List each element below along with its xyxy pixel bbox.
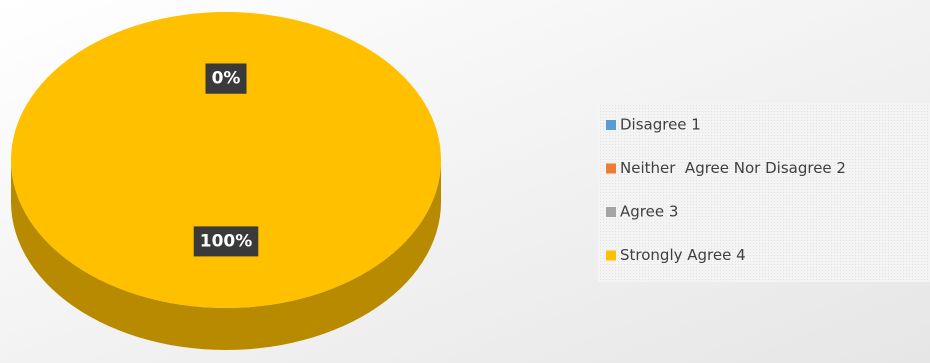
legend-label: Neither Agree Nor Disagree 2 [620, 159, 846, 177]
legend-swatch [606, 163, 616, 174]
legend-swatch [606, 250, 616, 261]
legend-swatch [606, 207, 616, 217]
data-label-text: 100% [200, 231, 253, 251]
pie-side [11, 160, 441, 350]
legend-label: Agree 3 [620, 203, 678, 221]
data-label-box [205, 63, 247, 94]
pie-slice [11, 12, 441, 308]
legend: Disagree 1 Neither Agree Nor Disagree 2 Ag… [606, 116, 846, 264]
data-label: 100% [193, 226, 259, 257]
legend-box [598, 103, 930, 282]
data-label-text: 0% [212, 69, 241, 89]
data-labels: 0%0%0%100% [193, 63, 259, 257]
data-label-box [193, 226, 259, 257]
legend-swatch [606, 120, 616, 130]
legend-label: Strongly Agree 4 [620, 246, 746, 264]
data-label: 0% [205, 63, 247, 94]
legend-label: Disagree 1 [620, 116, 701, 134]
pie [11, 12, 441, 350]
